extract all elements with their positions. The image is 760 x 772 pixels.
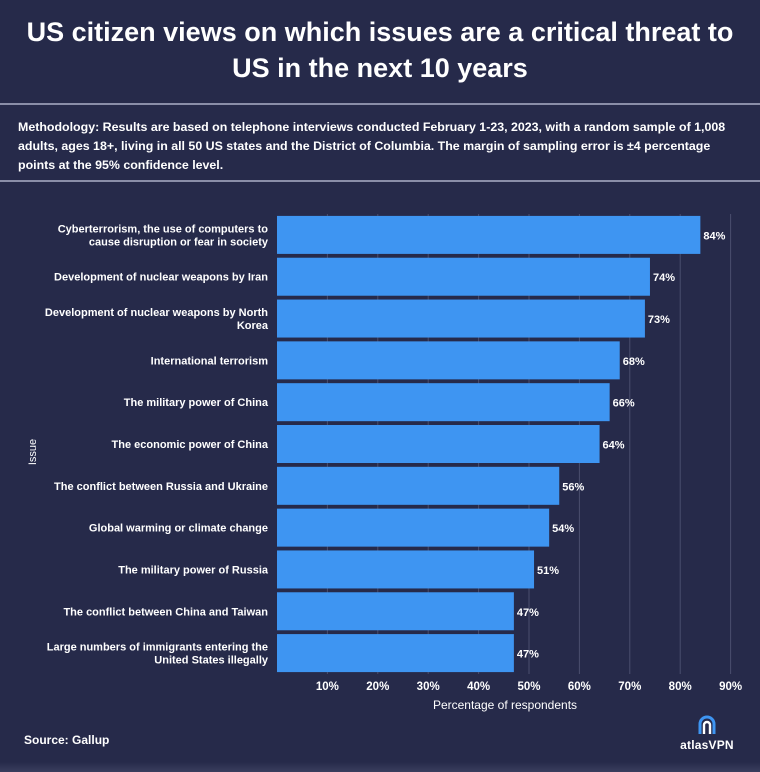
bar (277, 466, 560, 505)
bottom-shade (0, 762, 760, 772)
category-label-line: The military power of China (124, 397, 269, 409)
category-label: Global warming or climate change (89, 523, 268, 535)
category-label: Development of nuclear weapons by Iran (54, 272, 268, 284)
methodology-note: Methodology: Results are based on teleph… (18, 118, 748, 175)
methodology-label: Methodology: (18, 120, 100, 134)
category-label: The conflict between China and Taiwan (63, 606, 268, 618)
category-label-line: Global warming or climate change (89, 523, 268, 535)
divider-bottom (0, 180, 760, 182)
x-tick-label: 50% (517, 681, 540, 693)
category-label-line: The conflict between China and Taiwan (63, 606, 268, 618)
bar (277, 634, 514, 673)
x-tick-label: 80% (669, 681, 692, 693)
methodology-text: Results are based on telephone interview… (18, 120, 726, 172)
bar (277, 215, 701, 254)
category-label: The economic power of China (112, 439, 269, 451)
bar-value-label: 47% (517, 607, 539, 619)
bar-value-label: 66% (613, 398, 635, 410)
category-label-line: Large numbers of immigrants entering the (47, 642, 268, 654)
source-note: Source: Gallup (24, 733, 110, 747)
bar-value-label: 64% (603, 440, 625, 452)
category-label-line: Development of nuclear weapons by North (45, 307, 268, 319)
category-label: International terrorism (151, 355, 269, 367)
x-tick-label: 70% (618, 681, 641, 693)
bar-value-label: 47% (517, 649, 539, 661)
x-tick-label: 90% (719, 681, 742, 693)
category-label: The military power of Russia (118, 564, 269, 576)
bar (277, 383, 610, 422)
category-label: The conflict between Russia and Ukraine (54, 481, 268, 493)
category-label-line: The conflict between Russia and Ukraine (54, 481, 268, 493)
bar-chart: 10% 20% 30% 40% 50% 60% 70% 80% 90% 84% Cyberterro… (27, 214, 742, 712)
bar-value-label: 51% (537, 565, 559, 577)
category-label: The military power of China (124, 397, 269, 409)
brand-name: atlasVPN (680, 738, 734, 752)
divider-top (0, 103, 760, 105)
bar-value-label: 68% (623, 356, 645, 368)
category-label-line: Development of nuclear weapons by Iran (54, 272, 268, 284)
category-label-line: cause disruption or fear in society (89, 236, 269, 248)
category-label: Cyberterrorism, the use of computers to c… (58, 223, 269, 248)
bar (277, 425, 600, 463)
bar-value-label: 56% (562, 481, 584, 493)
bar (277, 550, 535, 589)
x-tick-label: 40% (467, 681, 490, 693)
bar (277, 257, 650, 296)
category-label: Development of nuclear weapons by North K… (45, 307, 269, 332)
atlasvpn-logo-icon (698, 715, 716, 734)
category-label-line: Cyberterrorism, the use of computers to (58, 223, 269, 235)
x-tick-label: 20% (366, 681, 389, 693)
category-label-line: The military power of Russia (118, 564, 269, 576)
bar (277, 341, 620, 380)
bar (277, 592, 514, 631)
category-label: Large numbers of immigrants entering the… (47, 642, 269, 667)
category-label-line: Korea (237, 320, 269, 332)
chart-title: US citizen views on which issues are a c… (26, 17, 734, 83)
bar-value-label: 73% (648, 314, 670, 326)
bar-value-label: 54% (552, 523, 574, 535)
category-label-line: United States illegally (154, 655, 269, 667)
x-tick-label: 30% (417, 681, 440, 693)
x-tick-label: 10% (316, 681, 339, 693)
bar-value-label: 74% (653, 272, 675, 284)
bar-value-label: 84% (703, 230, 725, 242)
bar (277, 299, 645, 338)
bar (277, 508, 550, 547)
x-tick-label: 60% (568, 681, 591, 693)
x-axis-title: Percentage of respondents (433, 698, 577, 712)
category-label-line: International terrorism (151, 355, 269, 367)
atlasvpn-logo: atlasVPN (672, 712, 742, 752)
y-axis-title: Issue (27, 439, 39, 465)
category-label-line: The economic power of China (112, 439, 269, 451)
